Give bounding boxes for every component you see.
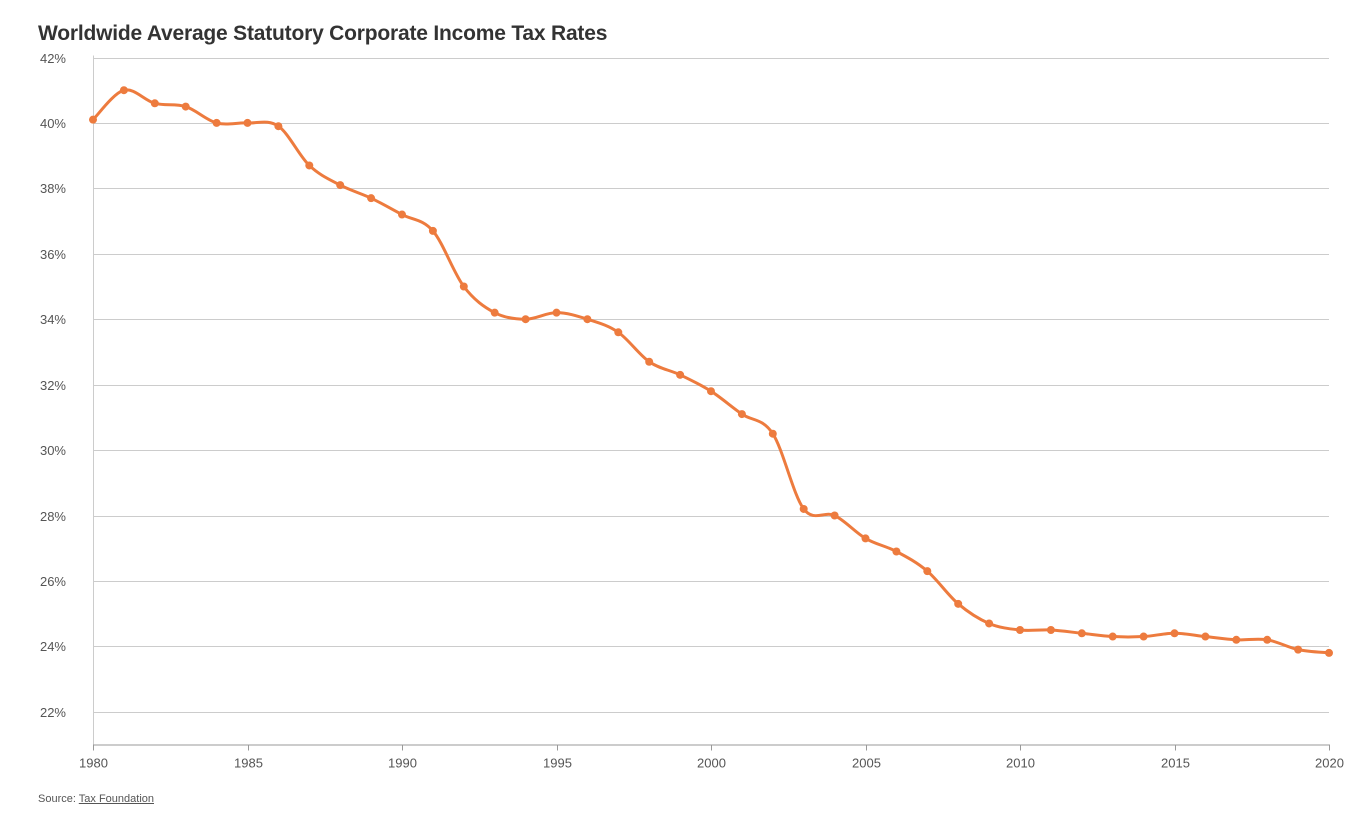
x-tick-label: 1985 [234, 756, 263, 771]
data-point-2009[interactable] [985, 619, 994, 628]
source-prefix: Source: [38, 793, 76, 805]
data-point-1998[interactable] [645, 357, 654, 366]
data-point-1984[interactable] [212, 118, 221, 127]
data-point-2020[interactable] [1325, 648, 1333, 657]
data-series [89, 86, 1333, 657]
y-axis-tick-labels: 22% 24% 26% 28% 30% 32% 34% 36% 38% 40% 42% [40, 51, 66, 720]
y-tick-label: 40% [40, 116, 66, 131]
data-point-1985[interactable] [243, 118, 252, 127]
x-tick-label: 2005 [852, 756, 881, 771]
data-point-2017[interactable] [1232, 635, 1241, 644]
y-tick-label: 22% [40, 705, 66, 720]
data-point-1987[interactable] [305, 161, 314, 170]
x-tick-label: 2020 [1315, 756, 1344, 771]
y-tick-label: 32% [40, 378, 66, 393]
source-note: Source: Tax Foundation [38, 793, 154, 805]
x-tick-label: 1990 [388, 756, 417, 771]
x-tick-label: 2010 [1006, 756, 1035, 771]
x-axis-tick-labels: 1980 1985 1990 1995 2000 2005 2010 2015 2020 [79, 756, 1344, 771]
data-point-1986[interactable] [274, 122, 283, 131]
data-point-2010[interactable] [1016, 626, 1024, 634]
data-point-2002[interactable] [768, 429, 777, 438]
data-point-1988[interactable] [336, 181, 345, 190]
data-point-2008[interactable] [954, 599, 963, 608]
data-point-1992[interactable] [459, 282, 468, 291]
data-point-1999[interactable] [676, 370, 685, 379]
data-point-1993[interactable] [490, 308, 499, 317]
data-point-2013[interactable] [1108, 632, 1117, 641]
data-point-2012[interactable] [1077, 629, 1086, 638]
data-point-2015[interactable] [1170, 629, 1179, 638]
x-tick-label: 2015 [1161, 756, 1190, 771]
data-point-2005[interactable] [861, 534, 870, 543]
data-point-2007[interactable] [923, 567, 932, 576]
data-point-1980[interactable] [89, 115, 97, 124]
x-tick-label: 1980 [79, 756, 108, 771]
y-tick-label: 36% [40, 247, 66, 262]
data-point-2000[interactable] [707, 387, 715, 396]
x-tick-label: 1995 [543, 756, 572, 771]
data-point-1990[interactable] [398, 210, 406, 219]
data-point-1981[interactable] [119, 86, 128, 95]
data-point-1989[interactable] [367, 194, 376, 203]
data-point-2001[interactable] [737, 410, 746, 419]
y-tick-label: 34% [40, 312, 66, 327]
y-tick-label: 38% [40, 181, 66, 196]
series-line [91, 88, 1331, 655]
data-point-1997[interactable] [614, 328, 623, 337]
source-link[interactable]: Tax Foundation [78, 793, 154, 805]
data-point-2006[interactable] [892, 547, 901, 556]
data-point-1991[interactable] [428, 226, 437, 235]
data-point-1995[interactable] [552, 308, 561, 317]
data-point-1994[interactable] [521, 315, 530, 324]
y-tick-label: 42% [40, 51, 66, 66]
data-point-2016[interactable] [1201, 632, 1210, 641]
chart-title: Worldwide Average Statutory Corporate In… [38, 22, 608, 45]
data-point-2019[interactable] [1294, 645, 1303, 654]
x-tick-label: 2000 [697, 756, 726, 771]
gridlines [93, 58, 1329, 713]
y-tick-label: 28% [40, 509, 66, 524]
data-point-2003[interactable] [799, 504, 808, 513]
data-point-1983[interactable] [181, 102, 190, 111]
data-point-2004[interactable] [830, 511, 839, 520]
y-tick-label: 30% [40, 443, 66, 458]
x-axis [93, 55, 1330, 751]
data-point-2011[interactable] [1046, 626, 1055, 634]
y-tick-label: 24% [40, 639, 66, 654]
data-point-2014[interactable] [1139, 632, 1148, 641]
data-point-1996[interactable] [583, 315, 592, 324]
data-point-2018[interactable] [1263, 635, 1272, 644]
data-point-1982[interactable] [150, 99, 159, 108]
y-tick-label: 26% [40, 574, 66, 589]
